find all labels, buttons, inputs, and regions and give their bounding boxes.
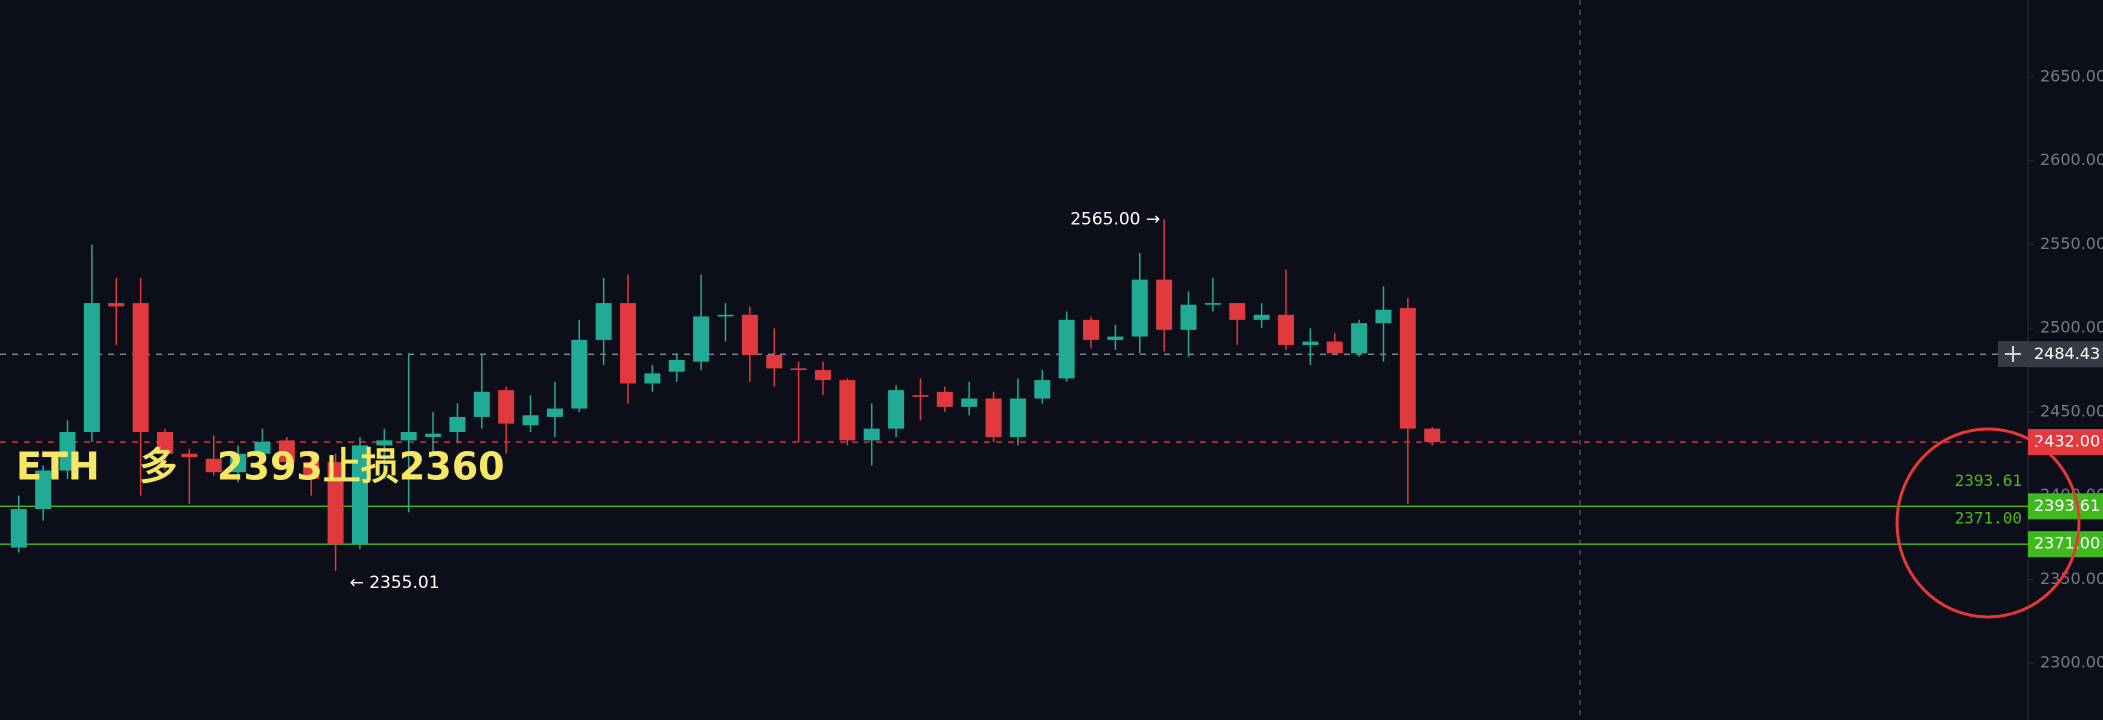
candle-body	[1253, 314, 1270, 320]
y-tick-label: 2300.00	[2040, 653, 2103, 672]
candle-body	[59, 432, 76, 471]
candle-body	[644, 373, 661, 384]
y-tick-label: 2650.00	[2040, 67, 2103, 86]
candle-body	[132, 303, 149, 432]
candle-body	[668, 360, 685, 372]
candle-body	[10, 509, 27, 548]
candle-body	[936, 391, 953, 407]
candle-body	[839, 380, 856, 441]
candle-body	[425, 433, 442, 438]
candle-body	[985, 398, 1002, 438]
candle-body	[1083, 319, 1100, 340]
candle-body	[1009, 398, 1026, 438]
y-tick-label: 2600.00	[2040, 150, 2103, 169]
candle-body	[790, 368, 807, 371]
candle-body	[888, 390, 905, 429]
price-label: 2393.61	[2034, 496, 2100, 515]
candle-body	[814, 370, 831, 381]
candle-body	[351, 445, 368, 545]
note: ETH 多 2393止损2360	[16, 445, 505, 489]
y-tick-label: 2550.00	[2040, 234, 2103, 253]
candle-body	[620, 303, 637, 384]
highlight-circle	[1895, 427, 2081, 619]
price-label-box	[2028, 341, 2103, 368]
price-label: 2432.00	[2034, 432, 2100, 451]
candle-body	[181, 453, 198, 458]
price-label-box	[2028, 429, 2103, 456]
candle-body	[863, 428, 880, 441]
candle-body	[1424, 428, 1441, 443]
candle-body	[693, 316, 710, 362]
price-label-box	[2028, 493, 2103, 520]
candle-body	[717, 314, 734, 317]
candle-body	[1399, 308, 1416, 429]
candle-body	[156, 432, 173, 454]
annotation: ← 2355.01	[350, 573, 440, 593]
candle-body	[83, 303, 100, 432]
price-line-label: 2393.61	[1955, 471, 2022, 490]
candle-body	[571, 339, 588, 409]
y-tick-label: 2450.00	[2040, 401, 2103, 420]
y-tick-label: 2500.00	[2040, 318, 2103, 337]
candle-body	[546, 408, 563, 417]
candle-body	[254, 442, 271, 454]
candle-body	[108, 303, 125, 307]
candle-body	[230, 453, 247, 473]
candle-body	[473, 391, 490, 417]
candle-body	[1229, 303, 1246, 320]
candle-body	[595, 303, 612, 340]
candle-body	[327, 462, 344, 545]
candle-body	[205, 458, 222, 473]
price-label: 2484.43	[2034, 344, 2100, 363]
plus-icon	[2005, 346, 2021, 362]
candle-body	[1277, 314, 1294, 345]
candle-body	[400, 432, 417, 441]
annotation: 2565.00 →	[1070, 209, 1160, 229]
candle-body	[1302, 341, 1319, 345]
candle-body	[1180, 304, 1197, 330]
candle-body	[1375, 309, 1392, 324]
candle-body	[522, 415, 539, 426]
candle-body	[1156, 279, 1173, 330]
candle-body	[1107, 336, 1124, 340]
candle-body	[1034, 380, 1051, 399]
y-tick-label: 2350.00	[2040, 569, 2103, 588]
price-label: 2371.00	[2034, 534, 2100, 553]
candle-body	[1351, 323, 1368, 354]
candle-body	[1058, 319, 1075, 379]
candle-body	[1204, 303, 1221, 305]
candle-body	[498, 390, 515, 424]
candle-body	[278, 440, 295, 463]
price-label-box	[2028, 531, 2103, 558]
price-line-label: 2371.00	[1955, 509, 2022, 528]
candle-body	[961, 398, 978, 407]
plot: 2300.002350.002400.002450.002500.002550.…	[0, 67, 2103, 672]
candle-body	[303, 462, 320, 479]
candle-body	[1131, 279, 1148, 337]
candle-body	[1326, 341, 1343, 354]
candle-body	[766, 354, 783, 369]
candle-body	[912, 395, 929, 397]
candle-body	[741, 314, 758, 355]
candle-body	[35, 470, 52, 510]
candle-body	[376, 440, 393, 446]
candle-body	[449, 416, 466, 432]
